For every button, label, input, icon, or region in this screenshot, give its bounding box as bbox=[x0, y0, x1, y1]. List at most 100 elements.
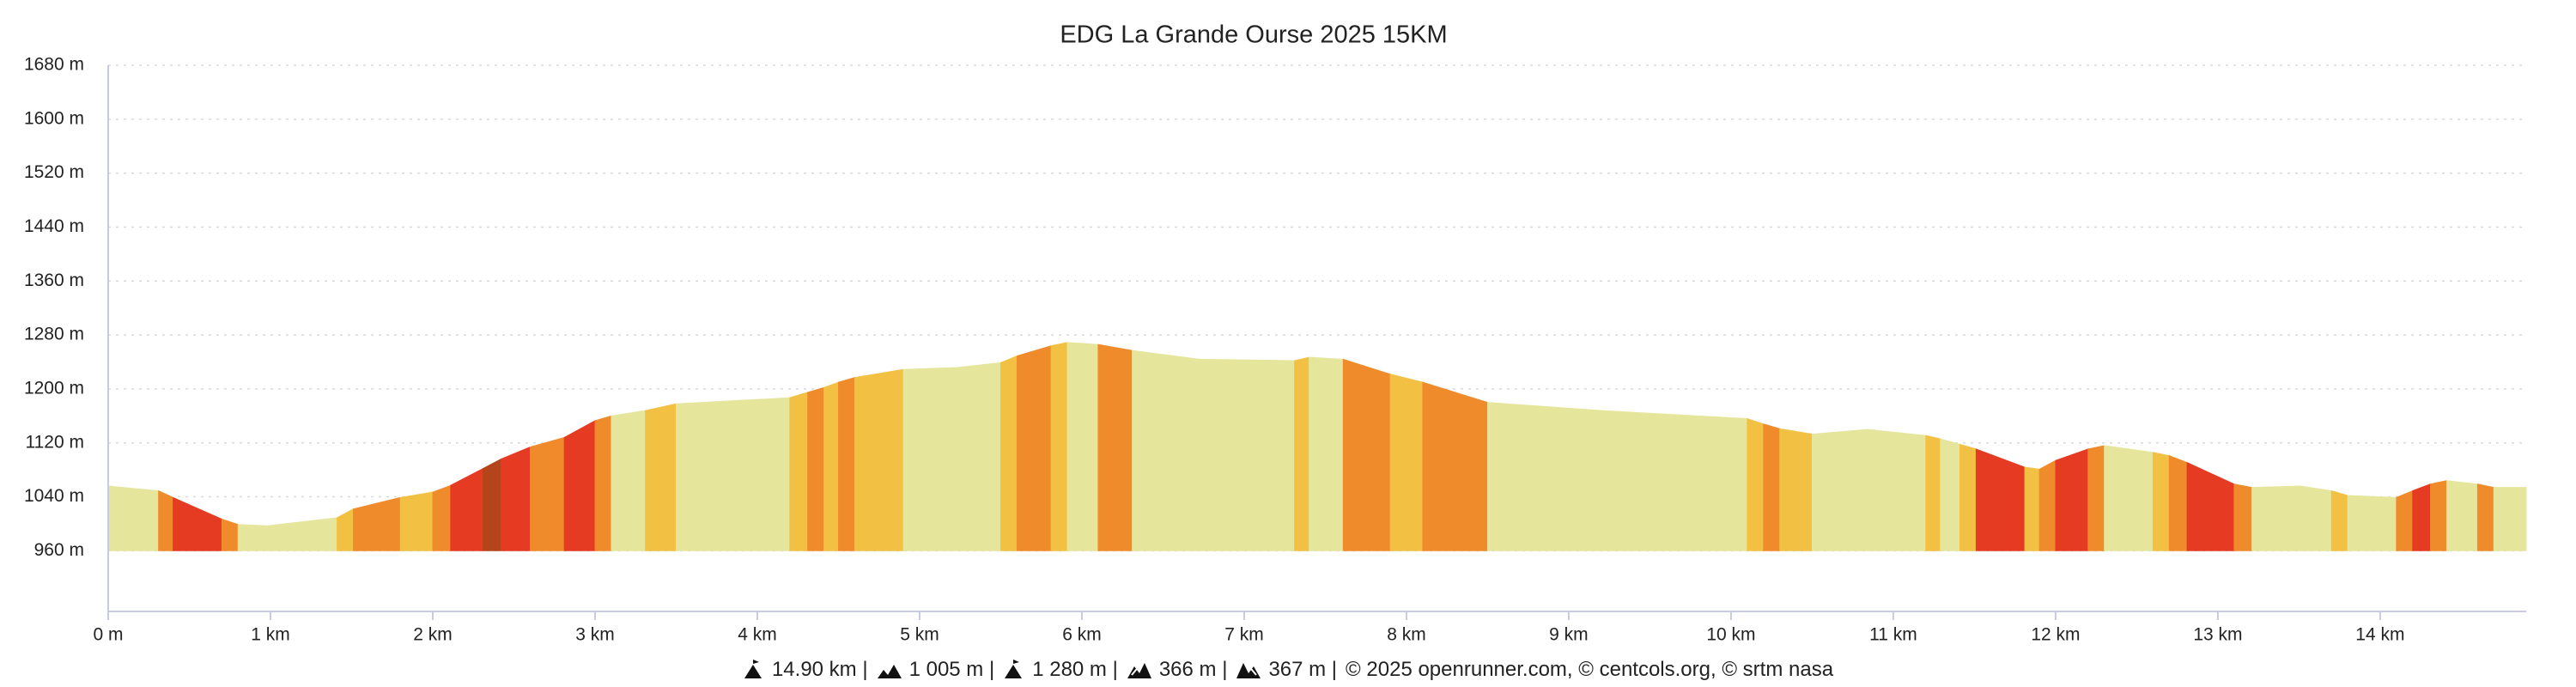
profile-segment bbox=[1779, 428, 1813, 551]
credits: © 2025 openrunner.com, © centcols.org, ©… bbox=[1346, 658, 1834, 681]
x-tick-label: 6 km bbox=[1062, 625, 1102, 645]
icon bbox=[744, 660, 762, 678]
profile-segment bbox=[1601, 410, 1748, 551]
profile-segment bbox=[2233, 483, 2253, 551]
profile-segment bbox=[337, 508, 354, 551]
profile-segment bbox=[1309, 356, 1344, 551]
profile-segment bbox=[1200, 358, 1295, 551]
profile-segment bbox=[1867, 429, 1927, 551]
profile-segment bbox=[1066, 342, 1099, 551]
profile-segment bbox=[2347, 495, 2397, 551]
profile-segment bbox=[2445, 480, 2478, 551]
stat-ascent: 366 m | bbox=[1127, 658, 1227, 682]
y-tick-label: 1040 m bbox=[24, 486, 84, 506]
profile-segment bbox=[1763, 423, 1781, 551]
profile-segment bbox=[221, 518, 239, 551]
profile-segment bbox=[158, 489, 173, 551]
profile-segment bbox=[2168, 455, 2188, 551]
y-tick-label: 1120 m bbox=[26, 432, 85, 452]
profile-segment bbox=[807, 386, 824, 551]
profile-segment bbox=[1959, 443, 1977, 551]
profile-segment bbox=[854, 368, 904, 551]
y-tick-label: 1280 m bbox=[24, 325, 84, 344]
profile-segment bbox=[352, 496, 401, 551]
profile-segment bbox=[2038, 459, 2057, 551]
stat-text: 367 m | bbox=[1268, 658, 1338, 681]
profile-segment bbox=[789, 392, 808, 551]
profile-segment bbox=[1389, 374, 1424, 551]
profile-segment bbox=[1747, 417, 1765, 551]
x-tick-label: 1 km bbox=[251, 625, 290, 645]
profile-segment bbox=[2024, 466, 2040, 551]
profile-segment bbox=[645, 403, 677, 551]
icon bbox=[1005, 660, 1023, 678]
profile-segment bbox=[1050, 342, 1068, 551]
profile-segment bbox=[529, 436, 565, 551]
icon bbox=[1236, 663, 1261, 678]
profile-segment bbox=[1294, 356, 1309, 551]
profile-segment bbox=[676, 397, 791, 551]
x-tick-label: 9 km bbox=[1549, 625, 1589, 645]
profile-segment bbox=[2055, 448, 2089, 551]
stat-text: 1 280 m | bbox=[1032, 658, 1118, 681]
y-tick-label: 1440 m bbox=[24, 216, 84, 236]
profile-segment bbox=[2251, 485, 2301, 551]
profile-segment bbox=[957, 362, 1001, 551]
profile-segment bbox=[107, 485, 159, 551]
profile-segment bbox=[2104, 445, 2154, 551]
y-tick-label: 1520 m bbox=[24, 162, 84, 182]
x-tick-label: 4 km bbox=[738, 625, 777, 645]
profile-segment bbox=[823, 381, 839, 551]
profile-segment bbox=[902, 367, 959, 551]
x-tick-label: 11 km bbox=[1869, 625, 1917, 645]
profile-segment bbox=[1000, 355, 1018, 551]
profile-segment bbox=[1487, 402, 1602, 551]
footer: 14.90 km | 1 005 m | 1 280 m | 366 m | 3… bbox=[0, 654, 2576, 685]
profile-segment bbox=[2412, 483, 2431, 551]
profile-segment bbox=[2493, 487, 2527, 551]
y-tick-label: 960 m bbox=[34, 540, 84, 560]
profile-segment bbox=[1925, 435, 1941, 551]
profile-segment bbox=[399, 491, 434, 551]
profile-segment bbox=[2186, 461, 2235, 551]
x-tick-label: 3 km bbox=[575, 625, 615, 645]
profile-segment bbox=[1812, 429, 1868, 551]
profile-segment bbox=[2087, 445, 2105, 551]
profile-segment bbox=[432, 484, 452, 551]
profile-segment bbox=[1940, 438, 1960, 551]
profile-segment bbox=[1132, 350, 1201, 551]
profile-segment bbox=[173, 496, 222, 551]
x-tick-label: 5 km bbox=[900, 625, 939, 645]
profile-segment bbox=[1342, 358, 1391, 551]
profile-segment bbox=[2430, 480, 2447, 551]
profile-segment bbox=[2476, 483, 2494, 551]
profile-segment bbox=[1422, 381, 1488, 551]
profile-segment bbox=[2152, 452, 2170, 551]
profile-segment bbox=[266, 517, 337, 551]
chart-title: EDG La Grande Ourse 2025 15KM bbox=[1060, 21, 1447, 49]
y-tick-label: 1680 m bbox=[24, 55, 84, 75]
icon bbox=[1127, 663, 1151, 678]
stat-min: 1 005 m | bbox=[877, 658, 994, 682]
profile-segment bbox=[1097, 344, 1133, 551]
stat-distance: 14.90 km | bbox=[743, 658, 868, 682]
profile-segment bbox=[1016, 345, 1052, 551]
profile-segment bbox=[2330, 489, 2348, 551]
stat-descent: 367 m | bbox=[1236, 658, 1337, 682]
x-tick-label: 2 km bbox=[413, 625, 453, 645]
y-tick-label: 1360 m bbox=[24, 271, 84, 290]
profile-segment bbox=[483, 458, 501, 551]
chart: EDG La Grande Ourse 2025 15KM 960 m 1040 … bbox=[24, 21, 2527, 645]
profile-segment bbox=[237, 524, 268, 551]
profile-segment bbox=[838, 377, 855, 551]
profile-segment bbox=[2300, 485, 2332, 551]
icon bbox=[877, 665, 902, 678]
x-tick-label: 12 km bbox=[2031, 625, 2080, 645]
x-tick-label: 10 km bbox=[1706, 625, 1755, 645]
profile-segment bbox=[450, 467, 483, 551]
stat-text: 14.90 km | bbox=[771, 658, 868, 681]
x-tick-label: 8 km bbox=[1387, 625, 1426, 645]
x-tick-label: 7 km bbox=[1224, 625, 1264, 645]
profile-segment bbox=[500, 446, 531, 551]
